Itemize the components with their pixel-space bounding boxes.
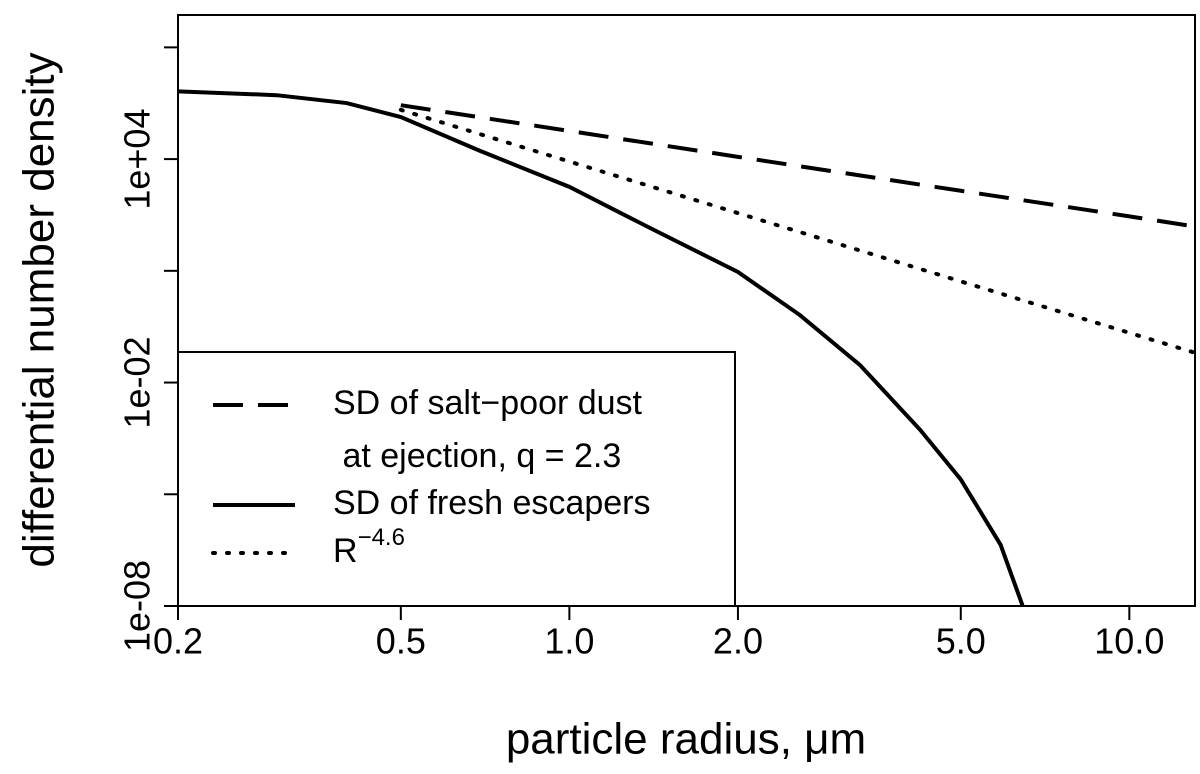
- x-tick-label: 5.0: [936, 621, 986, 662]
- series-line: [177, 89, 1025, 607]
- x-axis-title: particle radius, μm: [506, 715, 866, 764]
- legend-label: SD of salt−poor dust at ejection, q = 2.…: [333, 384, 643, 475]
- legend-label-line: SD of salt−poor dust: [333, 384, 643, 422]
- legend-label: SD of fresh escapers: [333, 484, 650, 522]
- x-tick-label: 1.0: [544, 621, 594, 662]
- y-tick-label: 1e+04: [117, 109, 158, 210]
- series-line: [398, 107, 1197, 355]
- legend-label-line: at ejection, q = 2.3: [333, 437, 621, 475]
- y-tick-label: 1e-08: [117, 560, 158, 652]
- x-tick-label: 10.0: [1094, 621, 1164, 662]
- y-tick-label: 1e-02: [117, 337, 158, 429]
- legend-box: [177, 351, 736, 607]
- y-axis-title: differential number density: [15, 52, 64, 567]
- x-tick-label: 0.5: [376, 621, 426, 662]
- x-tick-label: 0.2: [153, 621, 203, 662]
- x-tick-label: 2.0: [713, 621, 763, 662]
- series-line: [400, 103, 1196, 229]
- legend-superscript: −4.6: [358, 524, 405, 551]
